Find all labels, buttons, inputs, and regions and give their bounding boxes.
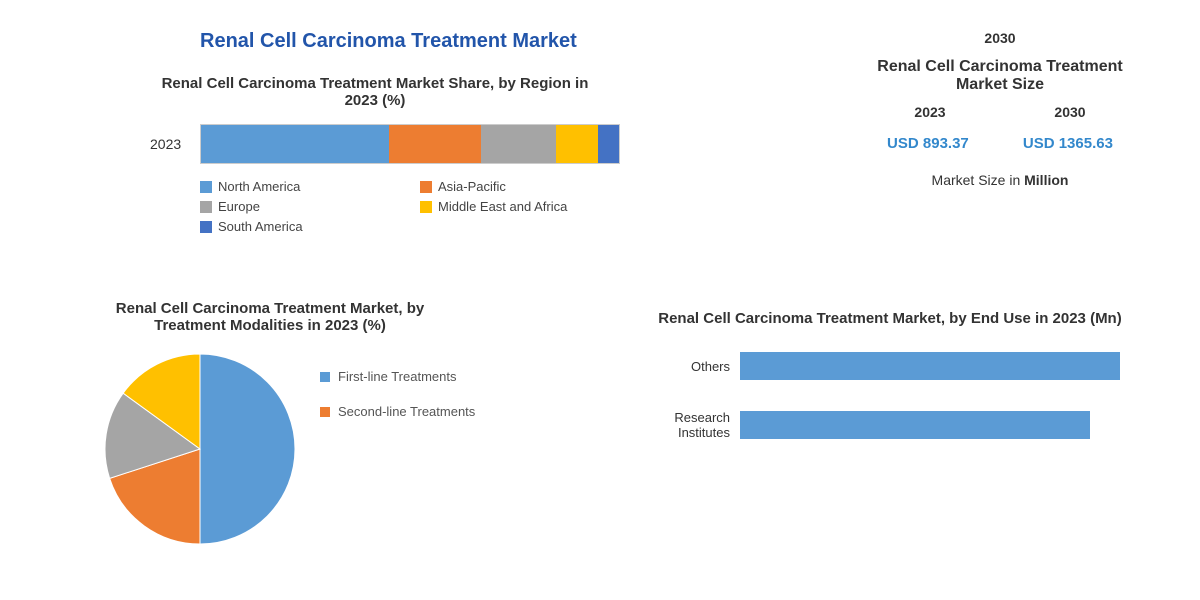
region-chart-title: Renal Cell Carcinoma Treatment Market Sh… <box>150 75 600 109</box>
pie-legend: First-line Treatments Second-line Treatme… <box>320 369 475 439</box>
stacked-segment <box>201 125 389 163</box>
legend-item: Middle East and Africa <box>420 199 640 214</box>
treatment-pie-chart: Renal Cell Carcinoma Treatment Market, b… <box>100 300 570 549</box>
hbar-label: Research Institutes <box>640 410 740 440</box>
hbar-chart-title: Renal Cell Carcinoma Treatment Market, b… <box>640 310 1140 327</box>
legend-item: Asia-Pacific <box>420 179 640 194</box>
size-year-start: 2023 <box>914 104 945 120</box>
size-year-top: 2030 <box>860 30 1140 46</box>
pie-legend-label: First-line Treatments <box>338 369 456 384</box>
hbar-fill <box>740 411 1090 439</box>
hbar-track <box>740 411 1140 439</box>
stacked-segment <box>481 125 556 163</box>
pie-chart-title: Renal Cell Carcinoma Treatment Market, b… <box>100 300 440 334</box>
legend-label: Europe <box>218 199 260 214</box>
region-legend: North America Asia-Pacific Europe Middle Ea… <box>200 179 650 239</box>
hbar-label: Others <box>640 359 740 374</box>
hbar-row: Others <box>640 352 1140 380</box>
size-title: Renal Cell Carcinoma Treatment Market Si… <box>860 58 1140 94</box>
legend-item: Europe <box>200 199 420 214</box>
pie-legend-swatch <box>320 372 330 382</box>
stacked-segment <box>556 125 598 163</box>
size-note-prefix: Market Size in <box>932 172 1025 188</box>
region-share-chart: Renal Cell Carcinoma Treatment Market Sh… <box>150 75 650 239</box>
legend-label: Middle East and Africa <box>438 199 567 214</box>
market-size-block: 2030 Renal Cell Carcinoma Treatment Mark… <box>860 30 1140 188</box>
legend-swatch <box>420 181 432 193</box>
main-title: Renal Cell Carcinoma Treatment Market <box>200 30 577 53</box>
hbar-fill <box>740 352 1120 380</box>
size-years-row: 2023 2030 <box>860 104 1140 120</box>
legend-item: North America <box>200 179 420 194</box>
legend-swatch <box>200 221 212 233</box>
hbar-track <box>740 352 1140 380</box>
pie-legend-label: Second-line Treatments <box>338 404 475 419</box>
legend-item: South America <box>200 219 420 234</box>
size-values-row: USD 893.37 USD 1365.63 <box>860 135 1140 152</box>
year-label: 2023 <box>150 136 200 152</box>
legend-swatch <box>200 201 212 213</box>
legend-label: Asia-Pacific <box>438 179 506 194</box>
size-note-bold: Million <box>1024 172 1068 188</box>
pie-chart <box>100 349 300 549</box>
stacked-bar-row: 2023 <box>150 124 650 164</box>
stacked-segment <box>598 125 619 163</box>
size-year-end: 2030 <box>1054 104 1085 120</box>
pie-svg <box>100 349 300 549</box>
pie-legend-swatch <box>320 407 330 417</box>
legend-swatch <box>420 201 432 213</box>
hbar-row: Research Institutes <box>640 410 1140 440</box>
pie-legend-item: Second-line Treatments <box>320 404 475 419</box>
size-value-end: USD 1365.63 <box>1023 135 1113 152</box>
legend-label: North America <box>218 179 300 194</box>
end-use-bar-chart: Renal Cell Carcinoma Treatment Market, b… <box>640 310 1140 470</box>
pie-slice <box>200 354 295 544</box>
size-value-start: USD 893.37 <box>887 135 969 152</box>
size-note: Market Size in Million <box>860 172 1140 188</box>
legend-label: South America <box>218 219 303 234</box>
pie-legend-item: First-line Treatments <box>320 369 475 384</box>
stacked-segment <box>389 125 481 163</box>
legend-swatch <box>200 181 212 193</box>
pie-row: First-line Treatments Second-line Treatme… <box>100 349 570 549</box>
stacked-bar <box>200 124 620 164</box>
